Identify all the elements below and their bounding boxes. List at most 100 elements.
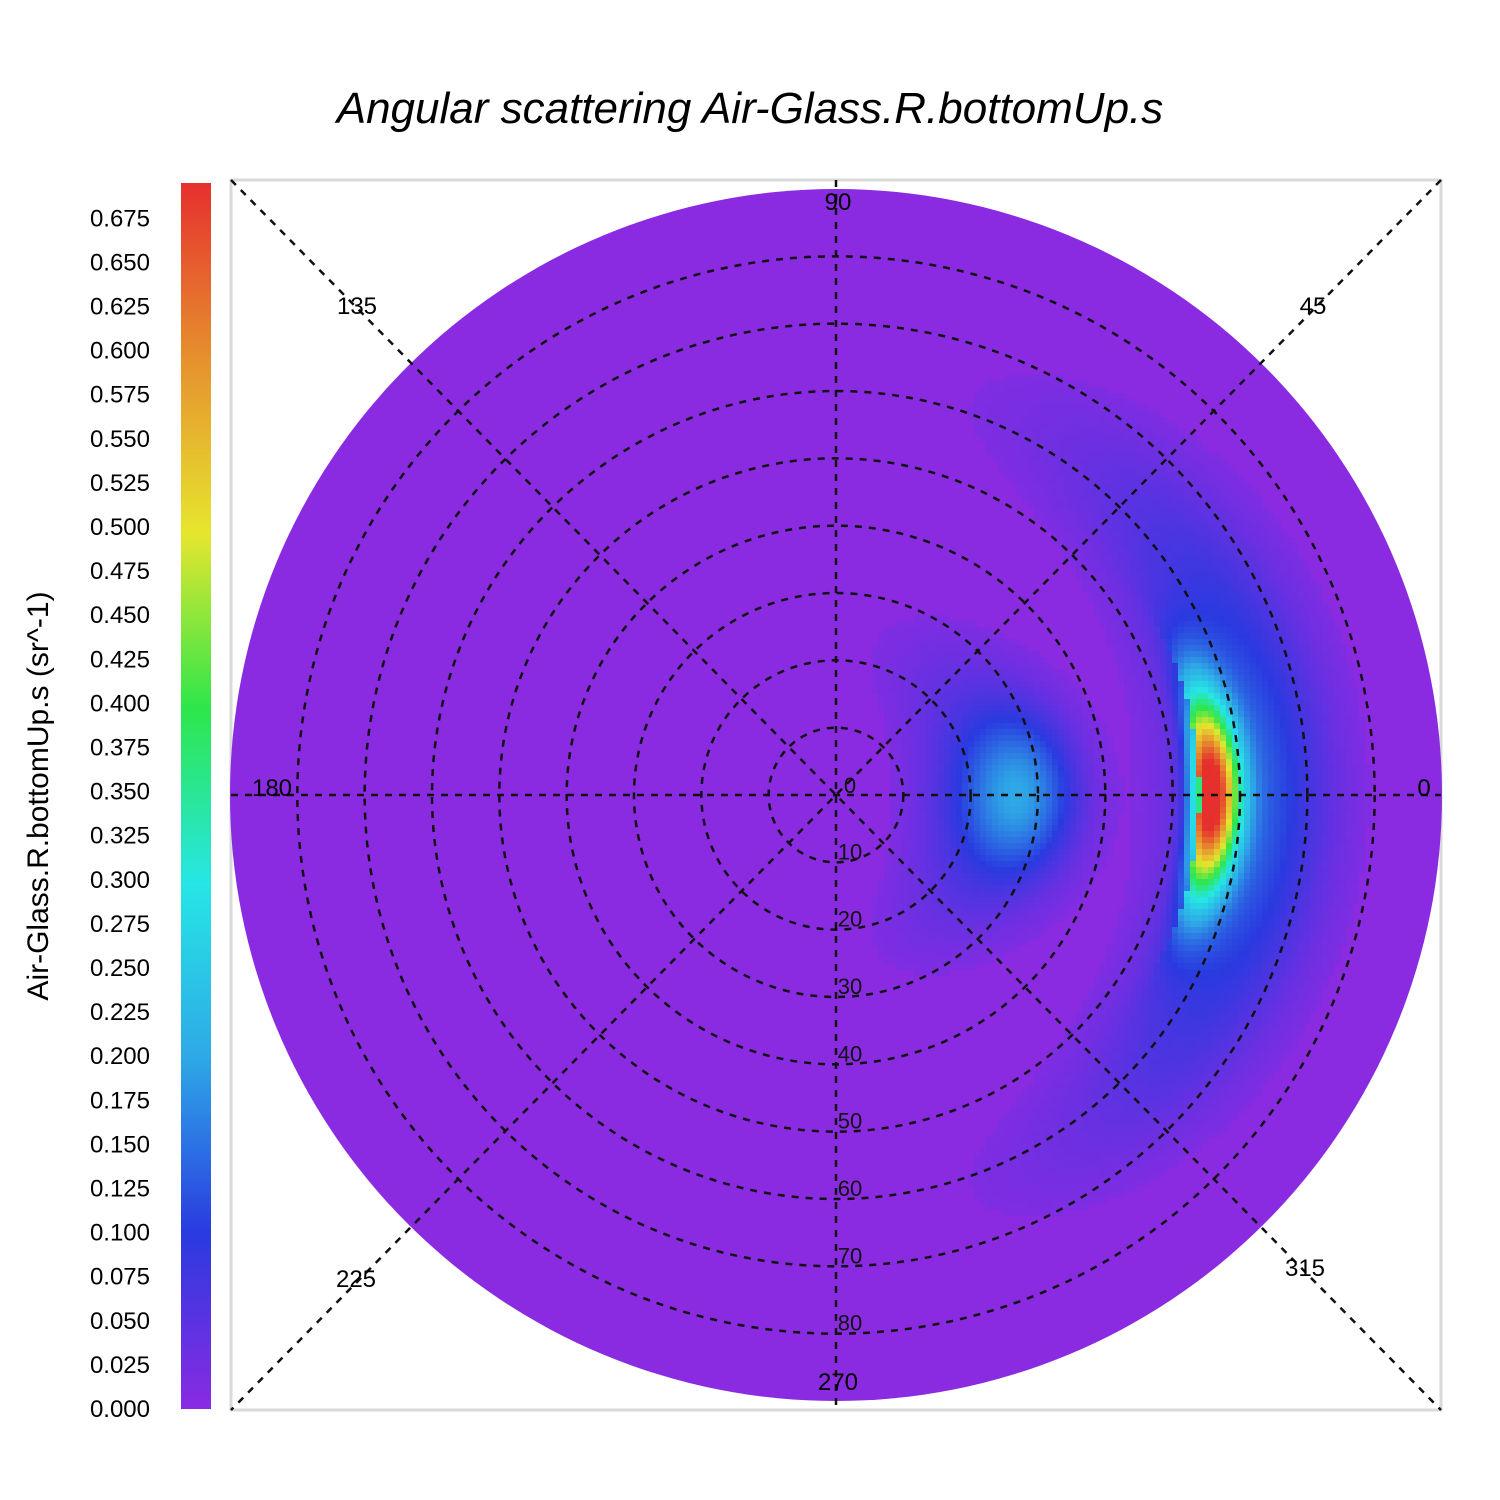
heatmap-cell [1202,699,1209,706]
heatmap-cell [1190,609,1197,616]
heatmap-cell [1280,897,1287,904]
heatmap-cell [1298,591,1305,598]
heatmap-cell [1088,765,1095,772]
heatmap-cell [1304,783,1311,790]
heatmap-cell [968,867,975,874]
heatmap-cell [1040,837,1047,844]
heatmap-cell [1112,585,1119,592]
heatmap-cell [1034,891,1041,898]
heatmap-cell [1268,873,1275,880]
heatmap-cell [1238,681,1245,688]
heatmap-cell [1292,567,1299,574]
heatmap-cell [1028,393,1035,400]
heatmap-cell [1214,453,1221,460]
heatmap-cell [986,633,993,640]
heatmap-cell [1316,867,1323,874]
heatmap-cell [974,783,981,790]
heatmap-cell [1148,663,1155,670]
heatmap-cell [1226,675,1233,682]
heatmap-cell [1358,843,1365,850]
heatmap-cell [896,831,903,838]
heatmap-cell [1280,813,1287,820]
heatmap-cell [1286,561,1293,568]
heatmap-cell [1244,519,1251,526]
heatmap-cell [932,627,939,634]
heatmap-cell [1304,819,1311,826]
heatmap-cell [1094,519,1101,526]
heatmap-cell [998,807,1005,814]
heatmap-cell [1328,777,1335,784]
heatmap-cell [1220,885,1227,892]
heatmap-cell [1082,549,1089,556]
heatmap-cell [1022,831,1029,838]
heatmap-cell [992,897,999,904]
heatmap-cell [1238,525,1245,532]
heatmap-cell [1202,765,1209,772]
heatmap-cell [1208,723,1215,730]
heatmap-cell [1304,747,1311,754]
heatmap-cell [1100,537,1107,544]
heatmap-cell [1022,777,1029,784]
heatmap-cell [1250,603,1257,610]
heatmap-cell [1136,657,1143,664]
heatmap-cell [1274,555,1281,562]
heatmap-cell [1166,621,1173,628]
heatmap-cell [1094,609,1101,616]
heatmap-cell [914,645,921,652]
heatmap-cell [1148,543,1155,550]
heatmap-cell [1070,525,1077,532]
heatmap-cell [974,645,981,652]
heatmap-cell [1178,705,1185,712]
heatmap-cell [1268,843,1275,850]
heatmap-cell [1202,825,1209,832]
heatmap-cell [1148,621,1155,628]
heatmap-cell [950,633,957,640]
heatmap-cell [974,777,981,784]
heatmap-cell [986,897,993,904]
heatmap-cell [1310,609,1317,616]
heatmap-cell [1220,831,1227,838]
heatmap-cell [1070,681,1077,688]
heatmap-cell [956,855,963,862]
heatmap-cell [968,753,975,760]
heatmap-cell [1328,795,1335,802]
heatmap-cell [1052,495,1059,502]
heatmap-cell [1064,825,1071,832]
heatmap-cell [1262,867,1269,874]
heatmap-cell [914,867,921,874]
heatmap-cell [998,831,1005,838]
heatmap-cell [1172,549,1179,556]
heatmap-cell [980,867,987,874]
heatmap-cell [1310,735,1317,742]
heatmap-cell [1178,831,1185,838]
heatmap-cell [1034,819,1041,826]
heatmap-cell [992,411,999,418]
heatmap-cell [1154,717,1161,724]
heatmap-cell [1118,507,1125,514]
heatmap-cell [962,651,969,658]
heatmap-cell [950,843,957,850]
heatmap-cell [1112,393,1119,400]
heatmap-cell [1082,579,1089,586]
heatmap-cell [890,645,897,652]
heatmap-cell [1106,423,1113,430]
heatmap-cell [1226,621,1233,628]
heatmap-cell [1064,879,1071,886]
heatmap-cell [956,837,963,844]
heatmap-cell [1238,873,1245,880]
heatmap-cell [1172,819,1179,826]
heatmap-cell [1124,525,1131,532]
heatmap-cell [1172,435,1179,442]
heatmap-cell [944,639,951,646]
heatmap-cell [1238,861,1245,868]
heatmap-cell [1154,579,1161,586]
heatmap-cell [1232,693,1239,700]
heatmap-cell [962,669,969,676]
heatmap-cell [1256,759,1263,766]
heatmap-cell [1232,753,1239,760]
heatmap-cell [1310,699,1317,706]
heatmap-cell [1172,489,1179,496]
heatmap-cell [1112,429,1119,436]
heatmap-cell [1250,501,1257,508]
heatmap-cell [1274,735,1281,742]
